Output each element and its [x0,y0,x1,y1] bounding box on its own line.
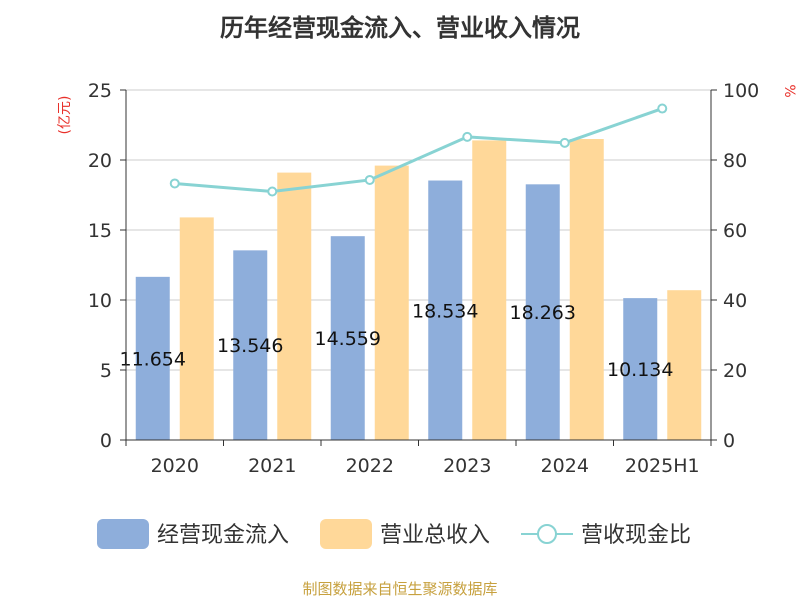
y-tick-label-right: 100 [723,80,759,102]
bar-cash-inflow [135,276,170,440]
bar-total-revenue [569,139,604,440]
ratio-point [169,178,180,189]
legend-ratio-swatch-marker [537,524,557,544]
bar-cash-inflow [233,250,268,440]
legend-total-revenue-swatch [320,519,372,549]
bar-total-revenue [277,172,312,440]
bar-total-revenue [667,290,702,440]
bar-total-revenue [374,165,409,440]
axes: 0 5 10 15 20 25 0 20 40 60 80 100 2020 2021 2022 2023 20… [88,80,759,477]
y-tick-label-left: 20 [88,150,112,172]
ratio-point [462,131,473,142]
x-tick-label: 2025H1 [625,455,700,477]
data-label-cash-inflow: 18.534 [412,300,478,322]
y-axis-label-left: (亿元) [57,96,73,135]
y-tick-label-right: 60 [723,220,747,242]
y-tick-label-right: 80 [723,150,747,172]
bar-total-revenue [179,217,214,440]
data-label-cash-inflow: 11.654 [120,348,186,370]
y-tick-label-left: 0 [100,430,112,452]
ratio-point [559,137,570,148]
ratio-point [267,186,278,197]
legend-cash-inflow-swatch [97,519,149,549]
x-tick-label: 2021 [248,455,296,477]
y-tick-label-right: 40 [723,290,747,312]
x-tick-label: 2024 [541,455,589,477]
bar-cash-inflow [330,236,365,440]
y-tick-label-left: 5 [100,360,112,382]
legend: 经营现金流入 营业总收入 营收现金比 [97,519,691,549]
x-tick-label: 2023 [443,455,491,477]
bars [135,139,702,441]
y-tick-label-left: 15 [88,220,112,242]
x-tick-label: 2022 [346,455,394,477]
data-label-cash-inflow: 10.134 [607,359,673,381]
y-tick-label-right: 0 [723,430,735,452]
x-tick-label: 2020 [151,455,199,477]
data-label-cash-inflow: 18.263 [510,302,576,324]
bar-cash-inflow [623,298,658,440]
ratio-point [364,174,375,185]
y-tick-label-left: 10 [88,290,112,312]
ratio-line [169,103,668,197]
ratio-line-path [174,107,663,194]
data-label-cash-inflow: 13.546 [217,335,283,357]
data-labels: 11.654 13.546 14.559 18.534 18.263 10.134 [120,300,674,381]
bar-cash-inflow [525,184,560,440]
legend-ratio-label: 营收现金比 [581,523,691,548]
bar-cash-inflow [428,180,463,441]
chart-title: 历年经营现金流入、营业收入情况 [220,14,580,42]
y-tick-label-right: 20 [723,360,747,382]
ratio-point [657,103,668,114]
y-tick-label-left: 25 [88,80,112,102]
source-note: 制图数据来自恒生聚源数据库 [302,580,498,598]
bar-total-revenue [472,140,507,440]
y-axis-label-right: % [781,84,797,97]
data-label-cash-inflow: 14.559 [315,328,381,350]
legend-total-revenue-label: 营业总收入 [380,523,490,548]
legend-cash-inflow-label: 经营现金流入 [157,523,289,548]
